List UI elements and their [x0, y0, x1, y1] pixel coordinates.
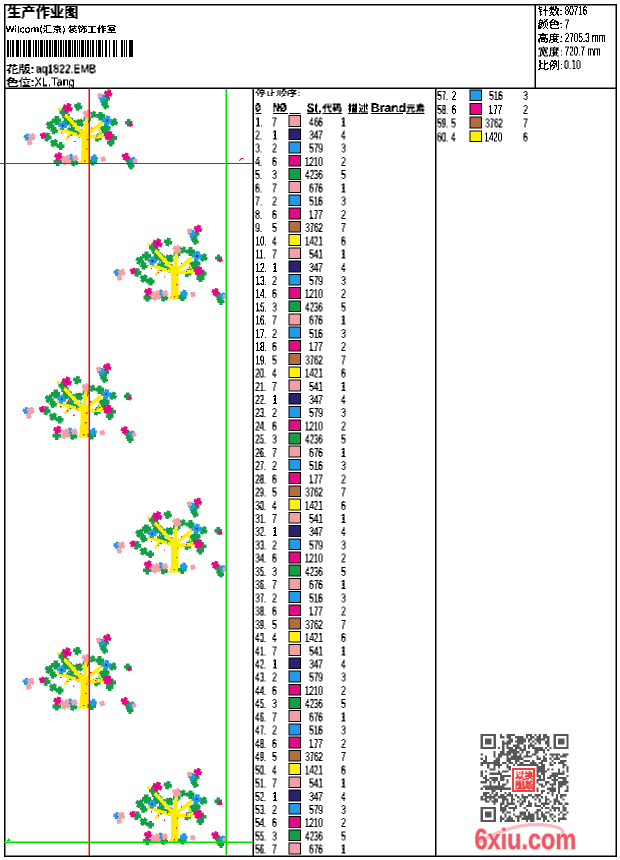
svg-text:6xiu.com: 6xiu.com [475, 823, 577, 856]
